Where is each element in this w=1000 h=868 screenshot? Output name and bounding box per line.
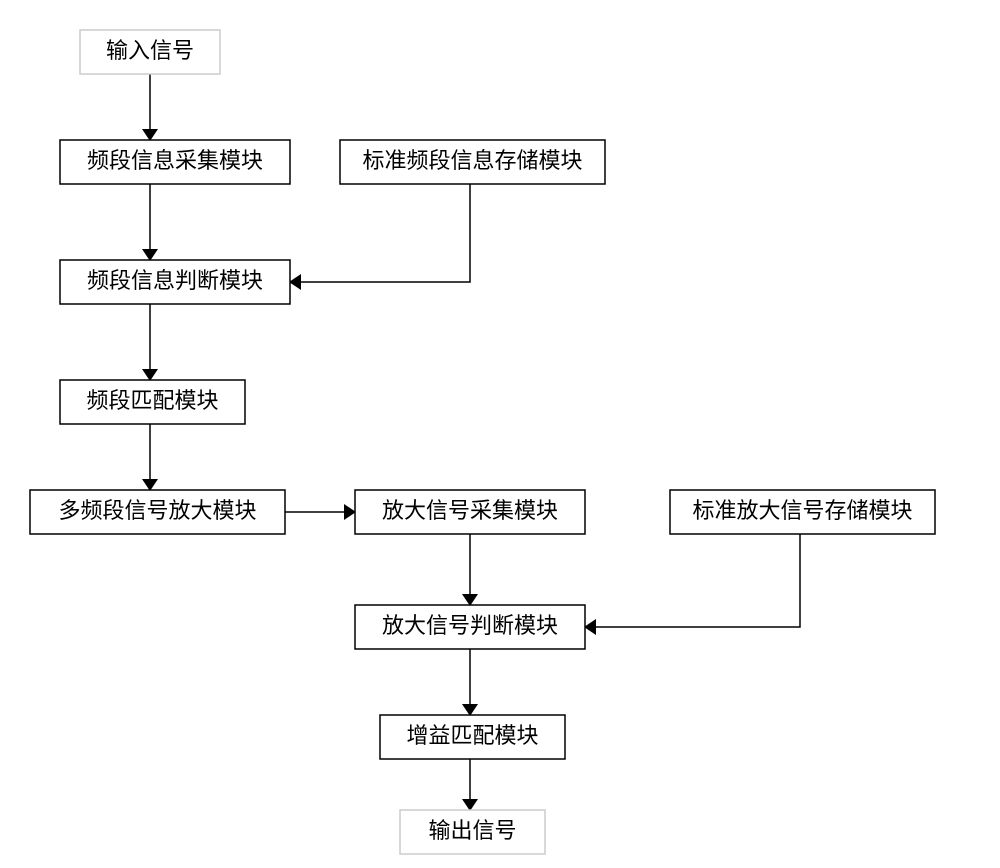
node-gain_match-label: 增益匹配模块 [406, 723, 538, 748]
node-std_freq-label: 标准频段信息存储模块 [362, 148, 582, 173]
node-std_amp-label: 标准放大信号存储模块 [692, 498, 912, 523]
node-freq_collect-label: 频段信息采集模块 [87, 148, 263, 173]
node-freq_judge: 频段信息判断模块 [60, 260, 290, 304]
node-freq_match-label: 频段匹配模块 [86, 388, 218, 413]
node-freq_collect: 频段信息采集模块 [60, 140, 290, 184]
node-output: 输出信号 [400, 810, 545, 854]
node-amp_collect: 放大信号采集模块 [355, 490, 585, 534]
node-std_freq: 标准频段信息存储模块 [340, 140, 605, 184]
node-amp_collect-label: 放大信号采集模块 [382, 498, 558, 523]
node-multi_amp: 多频段信号放大模块 [30, 490, 285, 534]
node-amp_judge: 放大信号判断模块 [355, 605, 585, 649]
node-output-label: 输出信号 [428, 818, 516, 843]
node-input: 输入信号 [80, 30, 220, 74]
node-amp_judge-label: 放大信号判断模块 [382, 613, 558, 638]
node-input-label: 输入信号 [106, 38, 194, 63]
edge-std_amp-to-amp_judge [585, 534, 800, 627]
node-freq_match: 频段匹配模块 [60, 380, 245, 424]
node-std_amp: 标准放大信号存储模块 [670, 490, 935, 534]
flowchart-diagram: 输入信号频段信息采集模块 标准频段信息存储模块频段信息判断模块频段匹配模块多频段信… [0, 0, 1000, 868]
edge-std_freq-to-freq_judge [290, 184, 470, 282]
node-gain_match: 增益匹配模块 [380, 715, 565, 759]
node-freq_judge-label: 频段信息判断模块 [87, 268, 263, 293]
node-multi_amp-label: 多频段信号放大模块 [58, 498, 256, 523]
